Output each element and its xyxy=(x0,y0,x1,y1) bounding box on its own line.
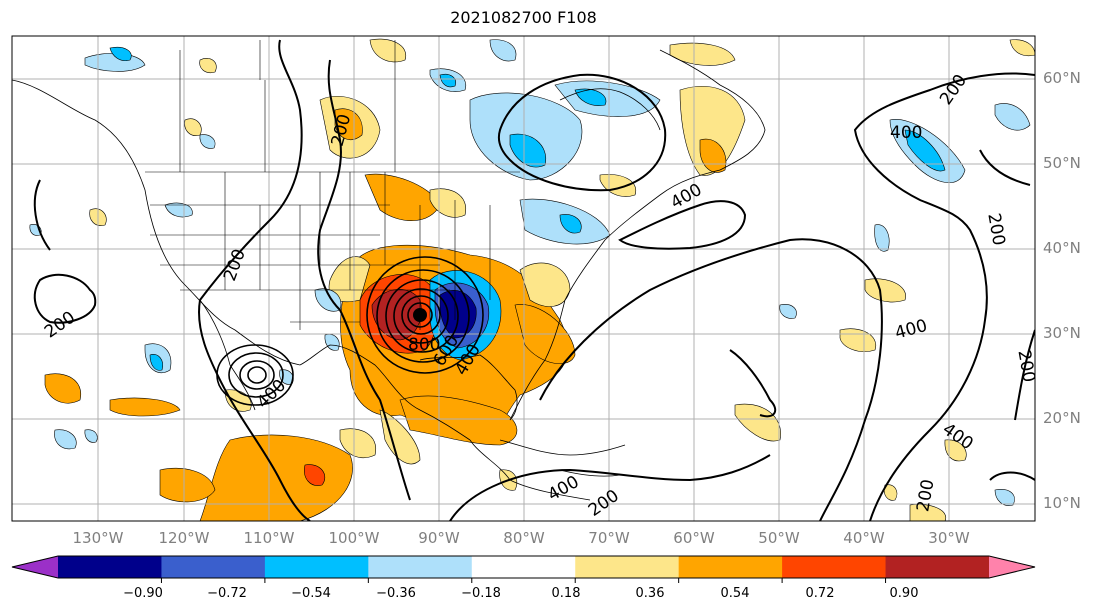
lon-label: 130°W xyxy=(72,529,124,547)
lat-label: 60°N xyxy=(1043,69,1081,87)
colorbar-tick-label: 0.18 xyxy=(551,586,581,601)
colorbar-tick-label: −0.54 xyxy=(291,586,331,601)
political-borders xyxy=(145,40,520,330)
contour-label: 200 xyxy=(585,486,623,521)
colorbar-tick-label: 0.36 xyxy=(635,586,665,601)
colorbar-segment xyxy=(575,556,680,578)
lon-label: 110°W xyxy=(243,529,295,547)
storm-contours xyxy=(216,256,484,406)
lon-label: 50°W xyxy=(758,529,800,547)
colorbar-tick-label: −0.72 xyxy=(207,586,247,601)
lat-label: 40°N xyxy=(1043,239,1081,257)
colorbar-outline xyxy=(11,555,1036,579)
contour-label: 200 xyxy=(1013,348,1038,383)
colorbar-extend-low xyxy=(12,556,58,578)
contour-label: 400 xyxy=(545,472,583,506)
colorbar-tick-label: −0.90 xyxy=(123,586,163,601)
contour-label: 400 xyxy=(667,180,705,214)
colorbar-segment xyxy=(782,556,887,578)
colorbar-segment xyxy=(264,556,369,578)
map-field: 200 200 200 200 200 200 200 200 400 400 … xyxy=(12,36,1038,521)
lon-label: 80°W xyxy=(503,529,545,547)
contour-label: 400 xyxy=(893,316,930,344)
colorbar xyxy=(11,555,1036,583)
map-title: 2021082700 F108 xyxy=(450,8,597,27)
graticule xyxy=(12,36,1035,521)
contour-label: 400 xyxy=(890,123,922,143)
colorbar-segment xyxy=(471,556,576,578)
lat-label: 10°N xyxy=(1043,494,1081,512)
height-contours xyxy=(33,39,1035,521)
lon-label: 90°W xyxy=(418,529,460,547)
lon-label: 30°W xyxy=(928,529,970,547)
colorbar-segment xyxy=(161,556,266,578)
lon-label: 120°W xyxy=(158,529,210,547)
map-frame xyxy=(11,35,1036,522)
contour-label: 200 xyxy=(983,212,1008,247)
lon-label: 70°W xyxy=(588,529,630,547)
lat-label: 30°N xyxy=(1043,324,1081,342)
contour-label: 800 xyxy=(408,335,440,355)
colorbar-tick-label: 0.54 xyxy=(720,586,750,601)
contour-label: 200 xyxy=(220,247,250,284)
lon-label: 60°W xyxy=(673,529,715,547)
colorbar-segment xyxy=(368,556,473,578)
colorbar-segment xyxy=(885,556,990,578)
lon-label: 40°W xyxy=(843,529,885,547)
lat-label: 50°N xyxy=(1043,154,1081,172)
lat-label: 20°N xyxy=(1043,409,1081,427)
contour-label: 200 xyxy=(41,308,79,343)
lon-label: 100°W xyxy=(328,529,380,547)
colorbar-extend-high xyxy=(989,556,1035,578)
colorbar-tick-label: 0.90 xyxy=(889,586,919,601)
colorbar-tick-label: −0.18 xyxy=(461,586,501,601)
colorbar-tick-label: 0.72 xyxy=(805,586,835,601)
colorbar-segment xyxy=(58,556,162,578)
colorbar-tick-label: −0.36 xyxy=(376,586,416,601)
storm-center xyxy=(413,308,427,322)
colorbar-segment xyxy=(678,556,783,578)
contour-label: 200 xyxy=(936,71,971,109)
